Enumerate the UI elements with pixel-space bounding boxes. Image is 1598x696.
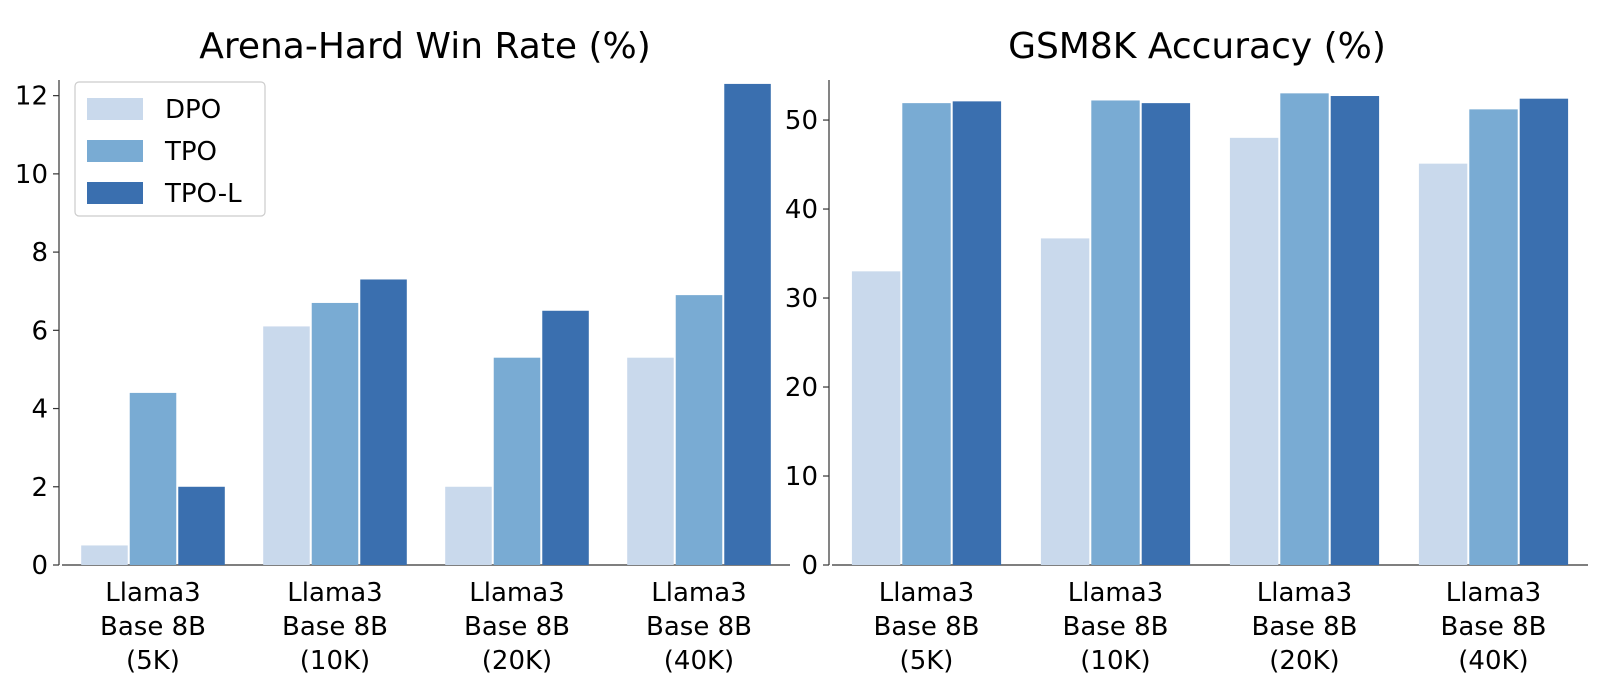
y-tick-label: 30	[785, 284, 818, 314]
bar-tpo	[1469, 109, 1518, 565]
bar-tpo-l	[1330, 96, 1380, 566]
chart-title: Arena-Hard Win Rate (%)	[199, 26, 651, 67]
gsm8k-chart: GSM8K Accuracy (%) 0 10 20 30 40 50 Llama3 Base…	[785, 26, 1588, 676]
bar-tpo-l	[952, 101, 1002, 566]
bar-tpo	[675, 295, 723, 565]
y-tick-label: 0	[801, 551, 818, 581]
x-tick-label: Llama3 Base 8B (5K)	[100, 578, 206, 676]
y-tick-label: 6	[31, 316, 48, 346]
legend-swatch-dpo	[87, 98, 143, 120]
bar-dpo	[1418, 163, 1468, 566]
bar-tpo	[1091, 100, 1140, 565]
bar-tpo-l	[542, 310, 589, 565]
y-tick-label: 40	[785, 195, 818, 225]
y-tick-label: 10	[785, 462, 818, 492]
x-tick-label: Llama3 Base 8B (5K)	[874, 578, 980, 676]
bar-dpo	[445, 486, 492, 565]
y-tick-label: 2	[31, 473, 48, 503]
chart-title: GSM8K Accuracy (%)	[1008, 26, 1386, 67]
y-tick-label: 0	[31, 551, 48, 581]
legend-swatch-tpo	[87, 140, 143, 162]
legend-label: TPO-L	[164, 179, 242, 209]
y-tick-label: 12	[15, 82, 48, 112]
bar-tpo-l	[360, 279, 407, 565]
y-tick-label: 20	[785, 373, 818, 403]
bar-dpo	[1229, 137, 1279, 565]
bar-dpo	[851, 271, 901, 565]
bar-tpo	[129, 392, 177, 565]
bar-tpo	[1280, 93, 1329, 565]
bar-tpo	[902, 103, 951, 566]
bar-tpo-l	[1141, 103, 1191, 566]
x-tick-label: Llama3 Base 8B (10K)	[1063, 578, 1169, 676]
x-tick-label: Llama3 Base 8B (20K)	[1252, 578, 1358, 676]
y-tick-label: 8	[31, 238, 48, 268]
bar-tpo-l	[724, 83, 771, 566]
bar-tpo-l	[1519, 98, 1569, 565]
legend-swatch-tpo-l	[87, 182, 143, 204]
legend-label: DPO	[165, 95, 221, 125]
bar-dpo	[1040, 238, 1090, 565]
x-tick-label: Llama3 Base 8B (20K)	[464, 578, 570, 676]
y-tick-label: 50	[785, 106, 818, 136]
x-tick-label: Llama3 Base 8B (40K)	[646, 578, 752, 676]
bar-dpo	[81, 545, 128, 565]
y-tick-label: 10	[15, 160, 48, 190]
legend: DPO TPO TPO-L	[74, 81, 266, 217]
bar-dpo	[627, 357, 674, 565]
bar-tpo	[311, 302, 359, 565]
arena-hard-chart: Arena-Hard Win Rate (%) 0 2 4 6 8 10 12 Llama3 B…	[15, 26, 790, 676]
y-tick-label: 4	[31, 395, 48, 425]
bar-tpo	[493, 357, 541, 565]
bar-dpo	[263, 326, 310, 565]
legend-label: TPO	[164, 137, 217, 167]
x-tick-label: Llama3 Base 8B (40K)	[1441, 578, 1547, 676]
x-tick-label: Llama3 Base 8B (10K)	[282, 578, 388, 676]
bar-tpo-l	[178, 486, 225, 565]
